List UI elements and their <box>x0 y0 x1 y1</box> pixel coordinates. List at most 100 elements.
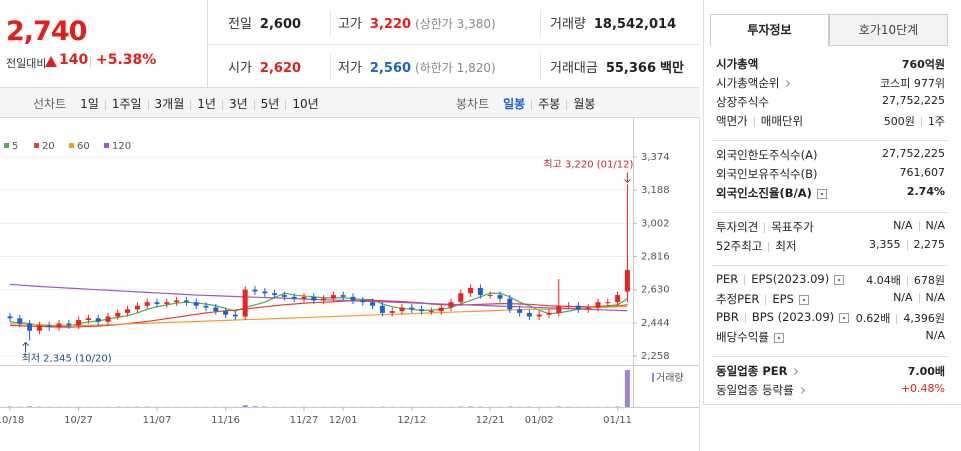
price-box: 2,740 전일대비 140 +5.38% <box>0 0 208 87</box>
candle-chart-periods: 봉차트 일봉 주봉 월봉 <box>456 95 595 112</box>
separator <box>190 99 192 110</box>
candle-body <box>193 302 199 306</box>
price-chart: 3,374 3,188 3,002 2,816 2,630 2,444 2,258 5 20 60… <box>0 118 700 451</box>
candle-body <box>27 323 33 331</box>
period-button[interactable]: 1주일 <box>111 97 142 111</box>
separator <box>906 240 908 250</box>
tab-underline <box>829 45 945 46</box>
value-part: 코스피 977위 <box>880 77 945 90</box>
info-value: +0.48% <box>901 382 945 395</box>
separator <box>896 314 898 324</box>
candle-body <box>213 307 219 312</box>
help-icon[interactable] <box>816 188 827 199</box>
divider <box>90 56 91 67</box>
candle-period-button[interactable]: 일봉 <box>503 97 526 111</box>
period-button[interactable]: 1년 <box>197 97 216 111</box>
candle-body <box>575 305 581 310</box>
divider <box>330 10 331 36</box>
x-tick-label: 10/27 <box>64 415 93 426</box>
candle-body <box>438 307 444 312</box>
stat-item: 고가 3,220 (상한가 3,380) <box>338 13 496 32</box>
candle-body <box>281 295 287 297</box>
stat-label: 거래대금 <box>550 61 598 76</box>
volume-bar <box>252 406 258 407</box>
candle-body <box>252 289 258 292</box>
candle-period-button[interactable]: 주봉 <box>538 97 561 111</box>
volume-bar <box>242 405 248 407</box>
candle-body <box>56 323 62 328</box>
chart-toolbar: 선차트 1일 1주일 3개월 1년 3년 5년 10년 봉차트 일봉 주봉 월봉 <box>0 88 700 118</box>
label-part: PER <box>716 272 739 286</box>
x-tick-label: 11/16 <box>211 415 240 426</box>
link-arrow[interactable] <box>797 386 805 395</box>
change-rate: +5.38% <box>96 52 157 68</box>
stat-note: (하한가 1,820) <box>415 61 496 75</box>
candle-body <box>605 302 611 304</box>
stat-value: 55,366 <box>605 61 657 76</box>
divider <box>540 10 541 36</box>
tab[interactable]: 투자정보 <box>710 14 829 46</box>
label-part: 최저 <box>775 239 797 253</box>
candle-period-button[interactable]: 월봉 <box>573 97 596 111</box>
value-part: N/A <box>893 291 913 304</box>
candle-body <box>448 302 454 308</box>
y-tick-label: 2,258 <box>641 351 670 362</box>
label-part: 추정PER <box>716 292 760 306</box>
value-part: 500원 <box>883 115 915 128</box>
info-value: 7.00배 <box>908 363 945 379</box>
separator <box>920 117 922 127</box>
candle-body <box>487 295 493 297</box>
candle-body <box>536 314 542 317</box>
value-part: 1주 <box>927 115 945 128</box>
info-label: 52주최고 최저 <box>716 238 797 254</box>
candle-body <box>311 296 317 301</box>
candle-body <box>526 312 532 317</box>
candle-body <box>115 312 121 317</box>
volume-bar <box>27 406 33 407</box>
info-value: 27,752,225 <box>882 147 945 160</box>
link-arrow[interactable] <box>791 367 799 376</box>
high-arrow <box>624 172 631 184</box>
label-part: PBR <box>716 310 739 324</box>
help-icon[interactable] <box>834 274 845 285</box>
section-divider <box>712 356 948 357</box>
help-icon[interactable] <box>798 294 809 305</box>
tab[interactable]: 호가10단계 <box>829 14 948 46</box>
value-part: 27,752,225 <box>882 94 945 107</box>
legend-swatch <box>104 143 109 148</box>
candle-body <box>556 305 562 313</box>
value-part: 761,607 <box>899 166 946 179</box>
separator <box>104 99 106 110</box>
info-value: 27,752,225 <box>882 94 945 107</box>
candle-body <box>624 270 630 292</box>
period-button[interactable]: 1일 <box>80 97 99 111</box>
info-label: 액면가 매매단위 <box>716 113 803 129</box>
help-icon[interactable] <box>773 332 784 343</box>
stat-item: 거래대금 55,366 백만 <box>550 57 684 76</box>
candle-body <box>223 311 229 315</box>
candle-body <box>379 305 385 313</box>
info-value: 500원 1주 <box>884 113 945 129</box>
period-button[interactable]: 10년 <box>292 97 319 111</box>
candle-body <box>183 300 189 303</box>
separator <box>253 99 255 110</box>
info-label: 추정PER EPS <box>716 291 809 307</box>
info-label: 시가총액순위 <box>716 75 791 91</box>
info-value: 3,355 2,275 <box>869 238 945 251</box>
candle-body <box>134 305 140 310</box>
value-part: 2.74% <box>906 185 945 198</box>
stat-item: 저가 2,560 (하한가 1,820) <box>338 57 496 76</box>
legend-swatch <box>69 143 74 148</box>
link-arrow[interactable] <box>783 79 791 88</box>
candle-body <box>517 309 523 313</box>
label-part: EPS(2023.09) <box>751 272 830 286</box>
help-icon[interactable] <box>839 312 850 323</box>
value-part: 7.00배 <box>907 365 945 378</box>
period-button[interactable]: 5년 <box>260 97 280 111</box>
separator <box>906 276 908 286</box>
period-button[interactable]: 3개월 <box>154 97 185 111</box>
period-button[interactable]: 3년 <box>228 97 248 111</box>
label-part: 동일업종 PER <box>716 364 788 378</box>
candle-body <box>595 302 601 308</box>
y-tick-label: 3,188 <box>641 185 670 196</box>
